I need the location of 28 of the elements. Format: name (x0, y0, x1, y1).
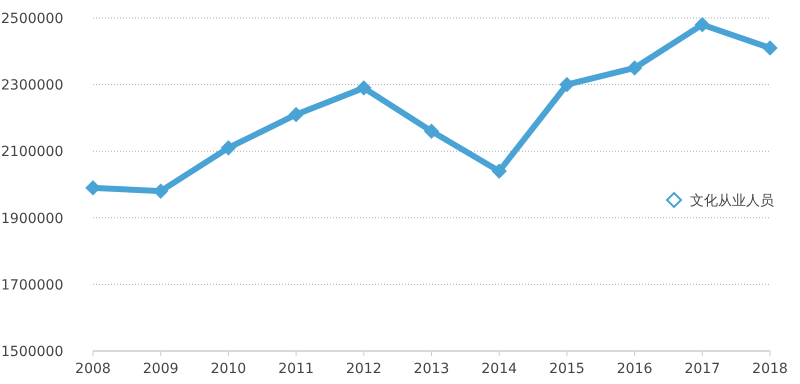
x-tick-label: 2010 (210, 361, 246, 377)
y-tick-label: 2100000 (1, 144, 64, 160)
y-tick-label: 2500000 (1, 11, 64, 27)
x-tick-label: 2015 (549, 361, 585, 377)
y-tick-label: 1900000 (1, 210, 64, 227)
x-tick-label: 2014 (481, 361, 518, 377)
point (559, 77, 574, 92)
x-tick-label: 2018 (752, 361, 788, 377)
y-tick-label: 2300000 (1, 78, 64, 94)
x-tick-label: 2016 (616, 361, 652, 377)
point (220, 140, 236, 156)
x-tick-label: 2013 (414, 361, 450, 377)
point (627, 60, 642, 76)
point (694, 17, 710, 32)
point (762, 40, 778, 56)
x-tick-label: 2012 (346, 361, 382, 377)
y-tick-label: 1700000 (1, 277, 64, 294)
point (424, 124, 439, 139)
y-tick-label: 1500000 (1, 344, 64, 360)
x-tick-label: 2011 (278, 361, 314, 377)
x-tick-label: 2017 (684, 361, 720, 377)
point (492, 164, 507, 179)
legend-label: 文化从业人员 (690, 193, 774, 209)
point (288, 107, 304, 122)
x-tick-label: 2008 (75, 361, 111, 377)
point (86, 180, 100, 196)
x-tick-label: 2009 (142, 361, 179, 377)
point (356, 80, 372, 96)
